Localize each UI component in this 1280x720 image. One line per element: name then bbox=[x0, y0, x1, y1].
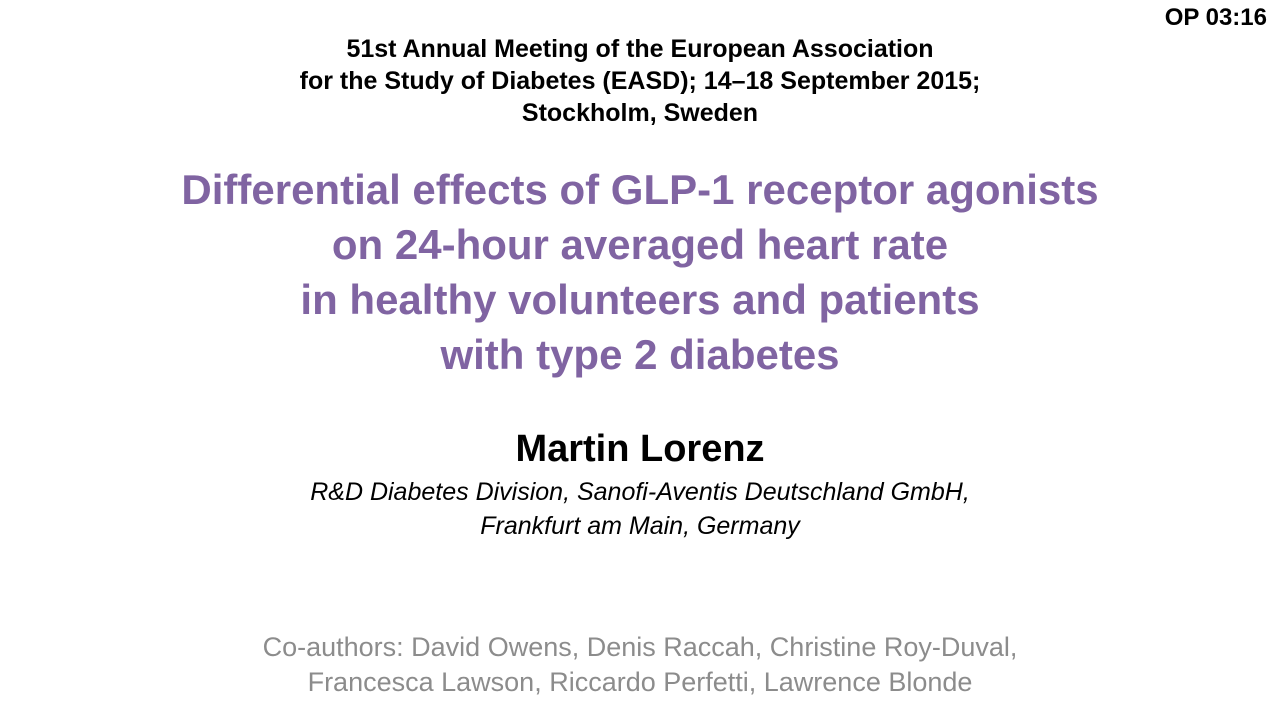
affiliation-line: R&D Diabetes Division, Sanofi-Aventis De… bbox=[310, 478, 970, 506]
conference-info: 51st Annual Meeting of the European Asso… bbox=[0, 33, 1280, 129]
title-line: Differential effects of GLP-1 receptor a… bbox=[181, 166, 1099, 213]
conference-line: Stockholm, Sweden bbox=[521, 99, 759, 127]
title-line: with type 2 diabetes bbox=[440, 331, 840, 378]
title-line: on 24-hour averaged heart rate bbox=[331, 221, 949, 268]
presenter-name: Martin Lorenz bbox=[515, 428, 765, 470]
conference-line: for the Study of Diabetes (EASD); 14–18 … bbox=[299, 67, 981, 95]
title-line: in healthy volunteers and patients bbox=[300, 276, 980, 323]
coauthors: Co-authors: David Owens, Denis Raccah, C… bbox=[0, 630, 1280, 700]
affiliation-line: Frankfurt am Main, Germany bbox=[480, 512, 800, 540]
conference-line: 51st Annual Meeting of the European Asso… bbox=[346, 35, 934, 63]
presenter-affiliation: R&D Diabetes Division, Sanofi-Aventis De… bbox=[0, 475, 1280, 543]
presentation-title: Differential effects of GLP-1 receptor a… bbox=[0, 162, 1280, 382]
coauthors-line: Co-authors: David Owens, Denis Raccah, C… bbox=[262, 632, 1018, 662]
slide-code: OP 03:16 bbox=[1164, 4, 1267, 31]
coauthors-line: Francesca Lawson, Riccardo Perfetti, Law… bbox=[307, 667, 973, 697]
